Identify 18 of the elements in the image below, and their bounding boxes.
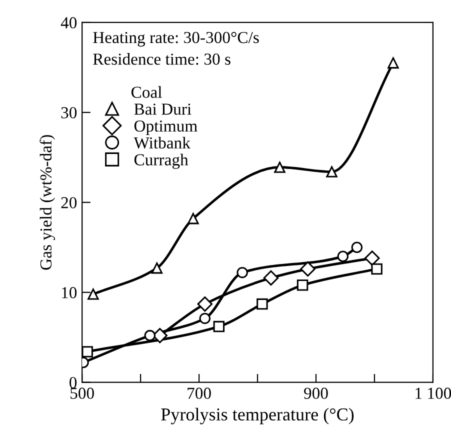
legend-label: Optimum <box>134 120 198 136</box>
legend-label: Curragh <box>134 154 188 169</box>
x-axis-title: Pyrolysis temperature (°C) <box>161 408 354 424</box>
x-tick-label: 700 <box>188 388 211 399</box>
y-axis-title: Gas yield (wt%-daf) <box>40 135 55 270</box>
legend-title: Coal <box>131 86 162 98</box>
x-tick-label: 500 <box>70 388 94 399</box>
x-tick-label: 900 <box>304 388 328 399</box>
y-tick-label: 30 <box>61 107 77 118</box>
y-tick-label: 40 <box>60 17 77 28</box>
annotation: Residence time: 30 s <box>93 53 230 65</box>
annotation: Heating rate: 30-300°C/s <box>93 32 259 47</box>
legend-label: Bai Duri <box>134 104 192 115</box>
y-tick-label: 10 <box>62 287 77 298</box>
y-tick-label: 0 <box>70 377 77 388</box>
y-tick-label: 20 <box>61 197 77 208</box>
x-tick-label: 1 100 <box>416 388 451 399</box>
legend-label: Witbank <box>134 136 190 149</box>
